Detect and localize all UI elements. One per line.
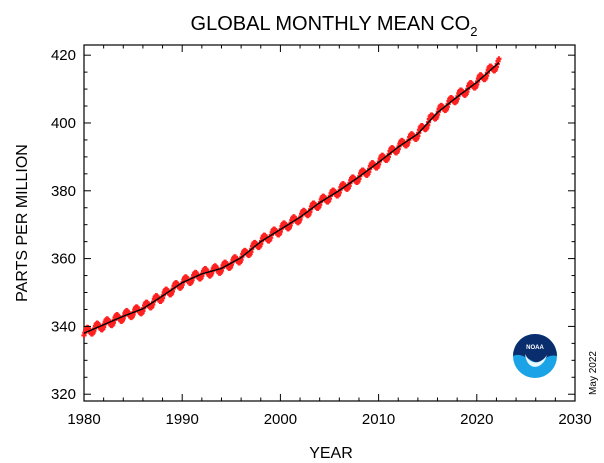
y-tick-label: 420	[51, 47, 76, 64]
x-tick-label: 1980	[67, 411, 100, 428]
monthly-points-layer	[81, 56, 502, 338]
trend-line	[83, 62, 500, 334]
y-tick-label: 320	[51, 386, 76, 403]
noaa-logo-icon: NOAA	[513, 334, 557, 378]
x-tick-label: 2030	[558, 411, 591, 428]
x-tick-label: 2010	[362, 411, 395, 428]
chart-title: GLOBAL MONTHLY MEAN CO2	[191, 13, 478, 39]
date-stamp: May 2022	[588, 351, 599, 395]
y-tick-label: 340	[51, 318, 76, 335]
plot-frame	[83, 44, 576, 402]
y-tick-label: 400	[51, 115, 76, 132]
x-tick-label: 2020	[460, 411, 493, 428]
x-tick-label: 1990	[166, 411, 199, 428]
chart-title-main: GLOBAL MONTHLY MEAN CO	[191, 13, 471, 35]
trend-line-layer	[83, 62, 500, 334]
axis-ticks: 1980 1990 2000 2010 2020 2030 320 340 360 380 400 4…	[51, 45, 592, 428]
chart-title-subscript: 2	[470, 24, 477, 39]
monthly-point	[496, 56, 502, 62]
logo-gull	[525, 354, 547, 367]
y-tick-label: 380	[51, 183, 76, 200]
logo-top	[513, 334, 557, 363]
y-axis-label: PARTS PER MILLION	[14, 144, 31, 302]
x-tick-label: 2000	[264, 411, 297, 428]
x-axis-label: YEAR	[309, 445, 353, 462]
logo-text: NOAA	[526, 345, 544, 351]
y-tick-label: 360	[51, 251, 76, 268]
